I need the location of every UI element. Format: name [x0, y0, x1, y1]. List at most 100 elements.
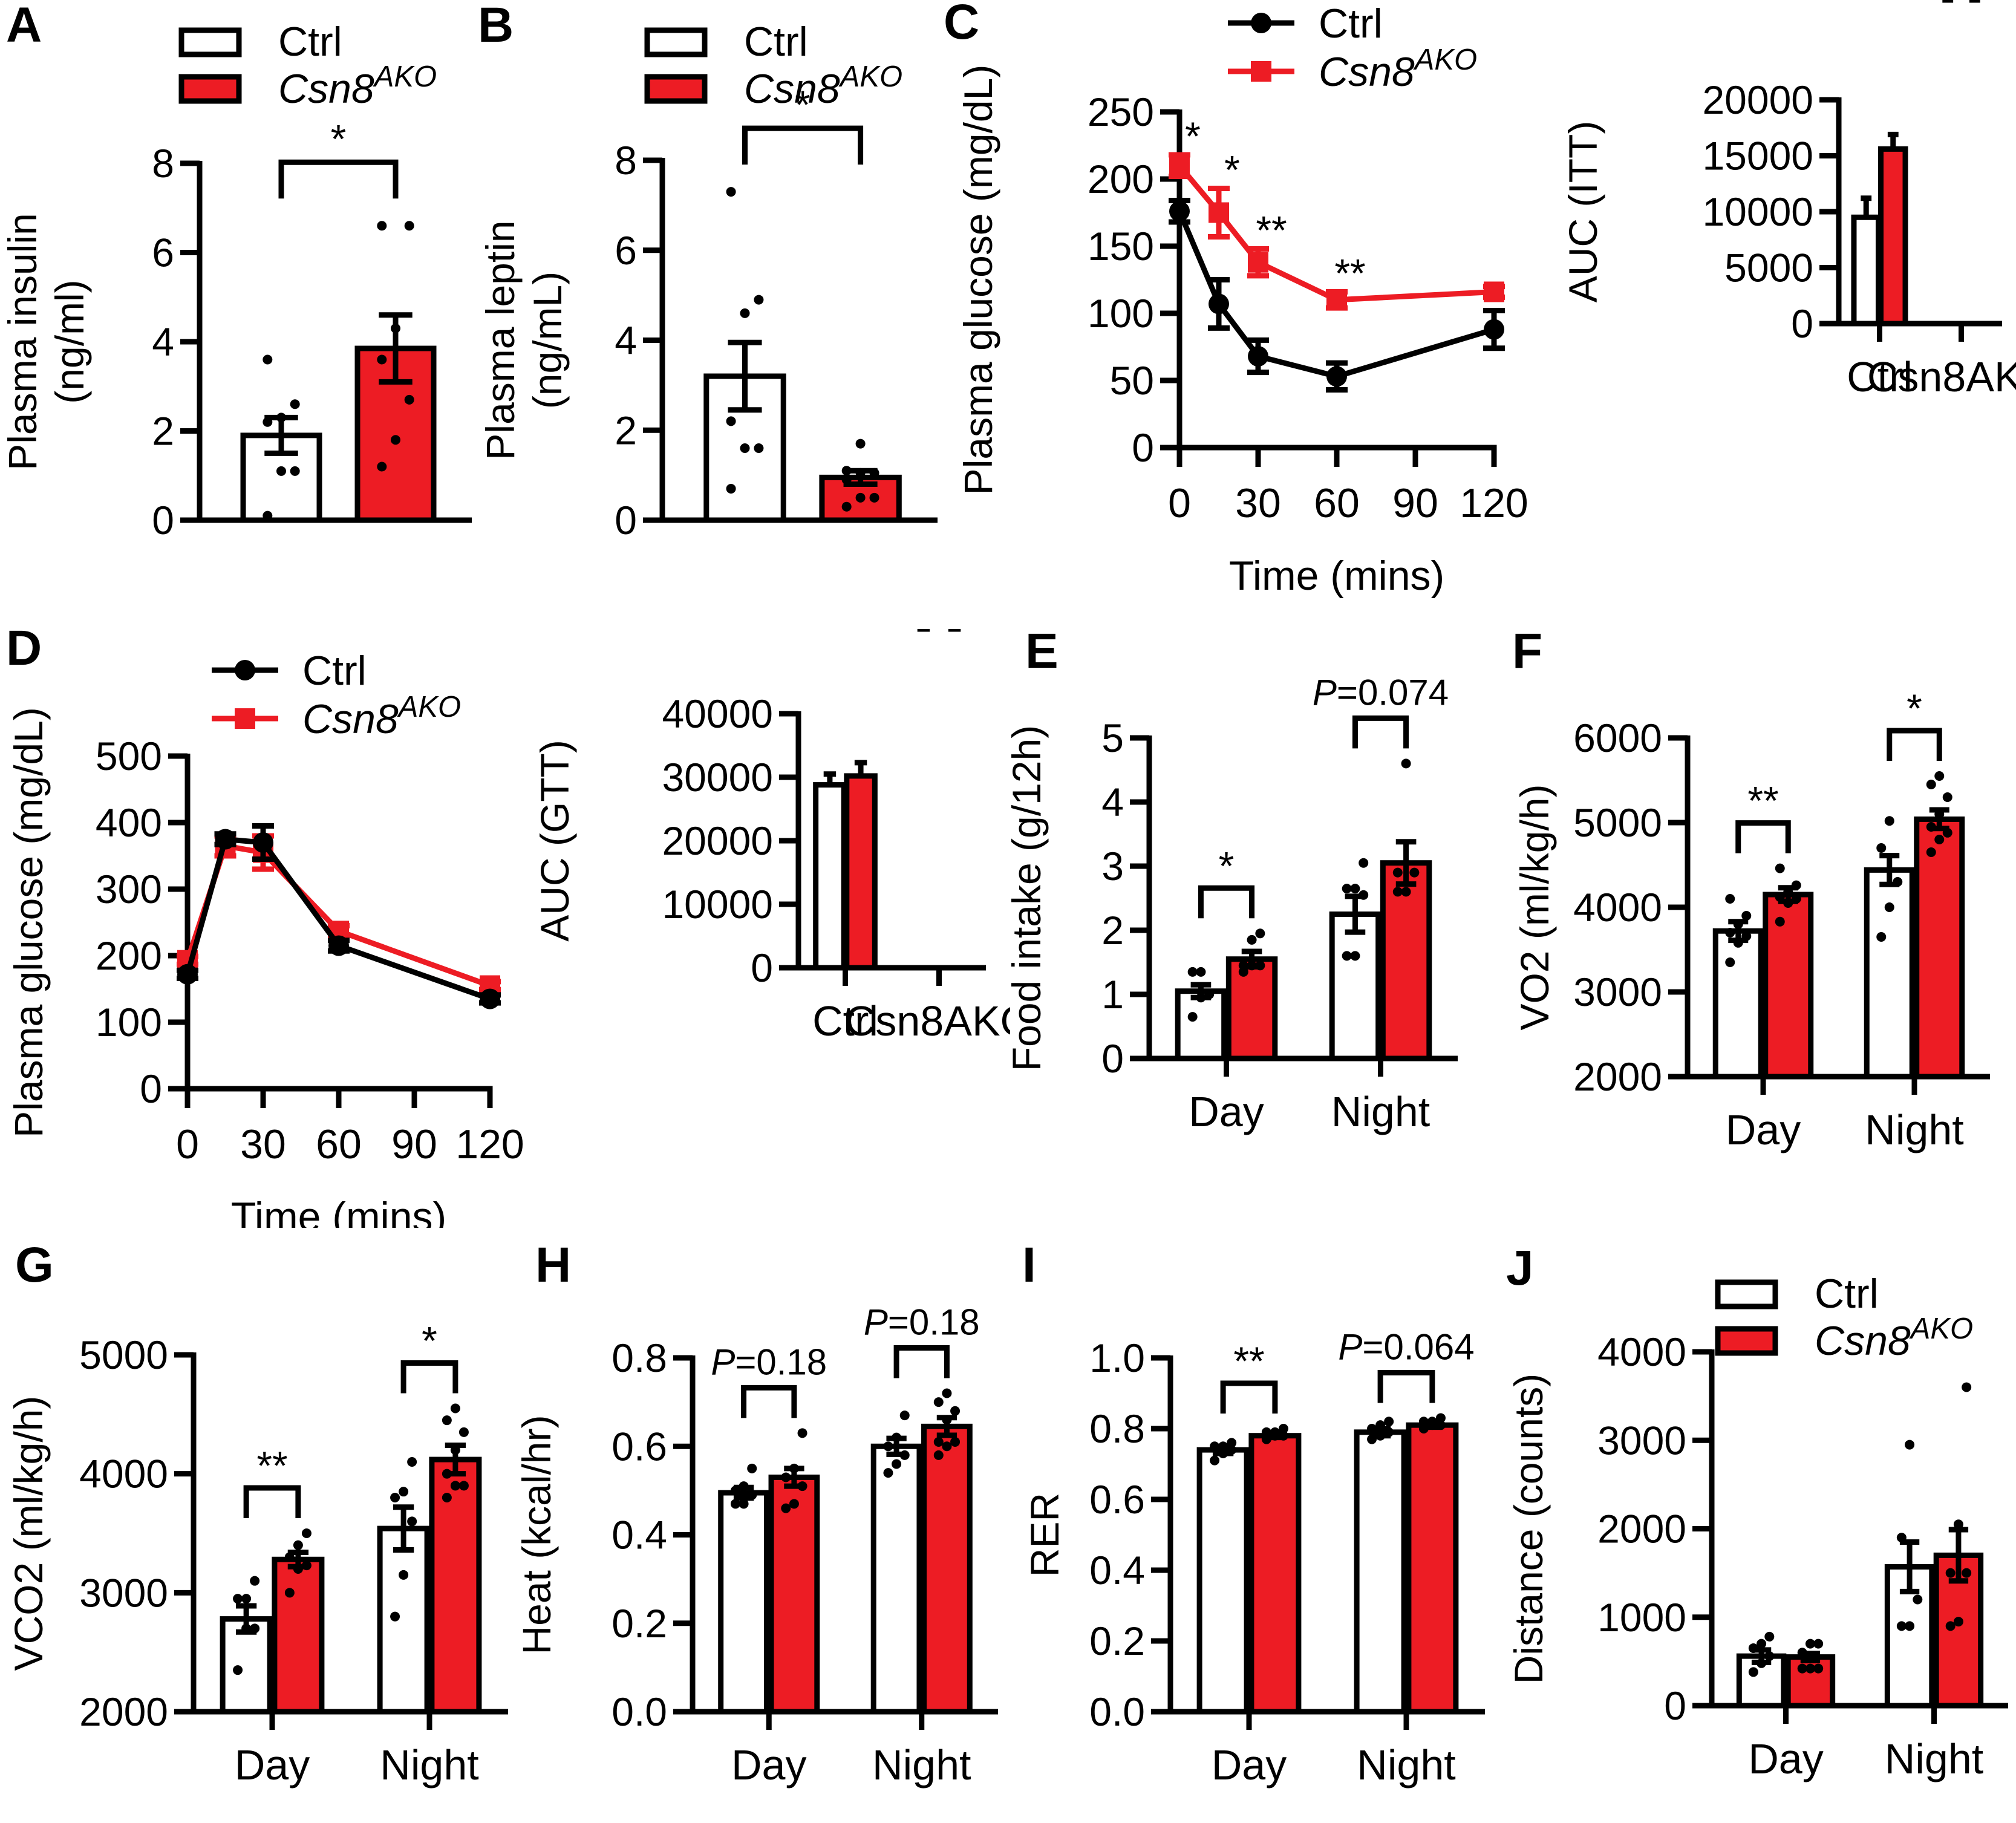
data-point [747, 1490, 757, 1500]
data-point [458, 1481, 469, 1491]
marker-square [1248, 252, 1268, 273]
y-tick-label: 0.4 [1089, 1548, 1145, 1593]
legend-label-ctrl: Ctrl [1319, 1, 1383, 47]
x-tick-label: Night [380, 1741, 478, 1789]
panel-b: B 0 2 4 6 8 Plasma leptin (ng/mL) * Ctrl Csn8AKO [478, 0, 950, 575]
data-point [1427, 1417, 1437, 1427]
y-tick-label: 4000 [1573, 885, 1662, 930]
data-point [1227, 1438, 1237, 1448]
x-tick-label: Day [1212, 1741, 1287, 1789]
significance-label: * [1907, 686, 1922, 731]
data-point [1392, 887, 1403, 897]
data-point [899, 1450, 910, 1460]
data-point [450, 1481, 460, 1491]
bar-ctrl [1354, 1429, 1407, 1715]
data-point [1934, 835, 1945, 844]
panel-j: J 0 1000 2000 3000 4000 Distance (counts) Day Ni… [1500, 1241, 2016, 1823]
legend-label-ctrl: Ctrl [744, 19, 808, 65]
x-tick-label: Ctrl [1847, 353, 1913, 400]
data-point [950, 1406, 961, 1416]
marker-circle [1209, 293, 1229, 315]
data-point [841, 466, 852, 476]
data-point [1741, 931, 1752, 941]
legend-marker-ctrl [1251, 13, 1271, 33]
significance-label: P=0.064 [1338, 1326, 1474, 1367]
y-tick-label: 0.0 [1089, 1689, 1145, 1734]
data-point [1884, 816, 1894, 826]
y-tick-label: 0.6 [612, 1424, 667, 1469]
y-tick-label: 0.0 [612, 1689, 667, 1734]
data-point [404, 394, 414, 405]
data-point [1409, 867, 1420, 878]
marker-circle [215, 829, 236, 850]
data-point [883, 1468, 893, 1478]
y-tick-label: 5000 [79, 1332, 168, 1377]
panel-label: A [6, 0, 42, 53]
x-tick-label: Day [235, 1741, 310, 1789]
data-point [263, 417, 273, 427]
y-tick-label: 15000 [1702, 134, 1813, 178]
chart-svg: 0 10000 20000 30000 40000 AUC (GTT) CtrlCsn8AK… [532, 629, 1010, 1045]
y-tick-label: 500 [96, 734, 162, 778]
panel-label: G [15, 1238, 54, 1293]
significance-label: * [422, 1319, 437, 1363]
panel-label: H [535, 1238, 572, 1293]
y-tick-label: 3000 [1573, 970, 1662, 1014]
bar-csn8ako [921, 1423, 973, 1715]
data-point [1876, 843, 1887, 853]
bar-ctrl [1329, 912, 1382, 1062]
data-point [241, 1594, 252, 1604]
data-point [754, 295, 764, 305]
x-axis-label: Time (mins) [231, 1194, 446, 1228]
data-point [1247, 934, 1257, 945]
y-tick-label: 2000 [1597, 1507, 1686, 1551]
data-point [1783, 898, 1793, 908]
data-point [1797, 1663, 1807, 1674]
significance-label: * [1224, 148, 1240, 192]
y-axis-label: VCO2 (ml/kg/h) [6, 1396, 51, 1671]
data-point [1255, 928, 1265, 939]
data-point [1813, 1639, 1824, 1649]
marker-circle [1484, 319, 1504, 340]
data-point [1367, 1424, 1377, 1433]
marker-square [1169, 155, 1190, 176]
y-tick-label: 6000 [1573, 716, 1662, 760]
data-point [1218, 1448, 1228, 1458]
marker-circle [1326, 366, 1347, 387]
data-point [855, 468, 866, 478]
y-tick-label: 8 [152, 141, 174, 186]
x-tick-label: 60 [316, 1121, 362, 1167]
data-point [284, 1552, 295, 1562]
x-tick-label: Day [1189, 1088, 1264, 1135]
y-tick-label: 0 [140, 1066, 162, 1111]
data-point [1876, 932, 1887, 942]
data-point [1196, 967, 1206, 977]
bar-ctrl [1196, 1447, 1250, 1715]
data-point [1962, 1568, 1972, 1578]
y-tick-label: 0 [1791, 301, 1813, 346]
data-point [1741, 911, 1752, 921]
x-tick-label: Night [1885, 1735, 1983, 1782]
data-point [1733, 919, 1743, 929]
bar-csn8ako [844, 773, 878, 971]
significance-bracket [1377, 1369, 1435, 1403]
data-point [1905, 1621, 1915, 1631]
legend-swatch-csn8ako [1715, 1326, 1778, 1356]
data-point [1367, 1434, 1377, 1444]
panel-label: J [1506, 1241, 1534, 1296]
significance-bracket [893, 1345, 950, 1378]
data-point [442, 1469, 452, 1479]
y-tick-label: 0.6 [1089, 1477, 1145, 1522]
data-point [1764, 1651, 1775, 1662]
data-point [933, 1450, 944, 1460]
data-point [442, 1493, 452, 1502]
y-tick-label: 0.8 [612, 1335, 667, 1380]
y-tick-label: 400 [96, 800, 162, 845]
panel-label: C [944, 0, 980, 50]
chart-svg: 0 1000 2000 3000 4000 Distance (counts) Day Nig… [1506, 1271, 2008, 1782]
y-tick-label: 2000 [79, 1689, 168, 1734]
